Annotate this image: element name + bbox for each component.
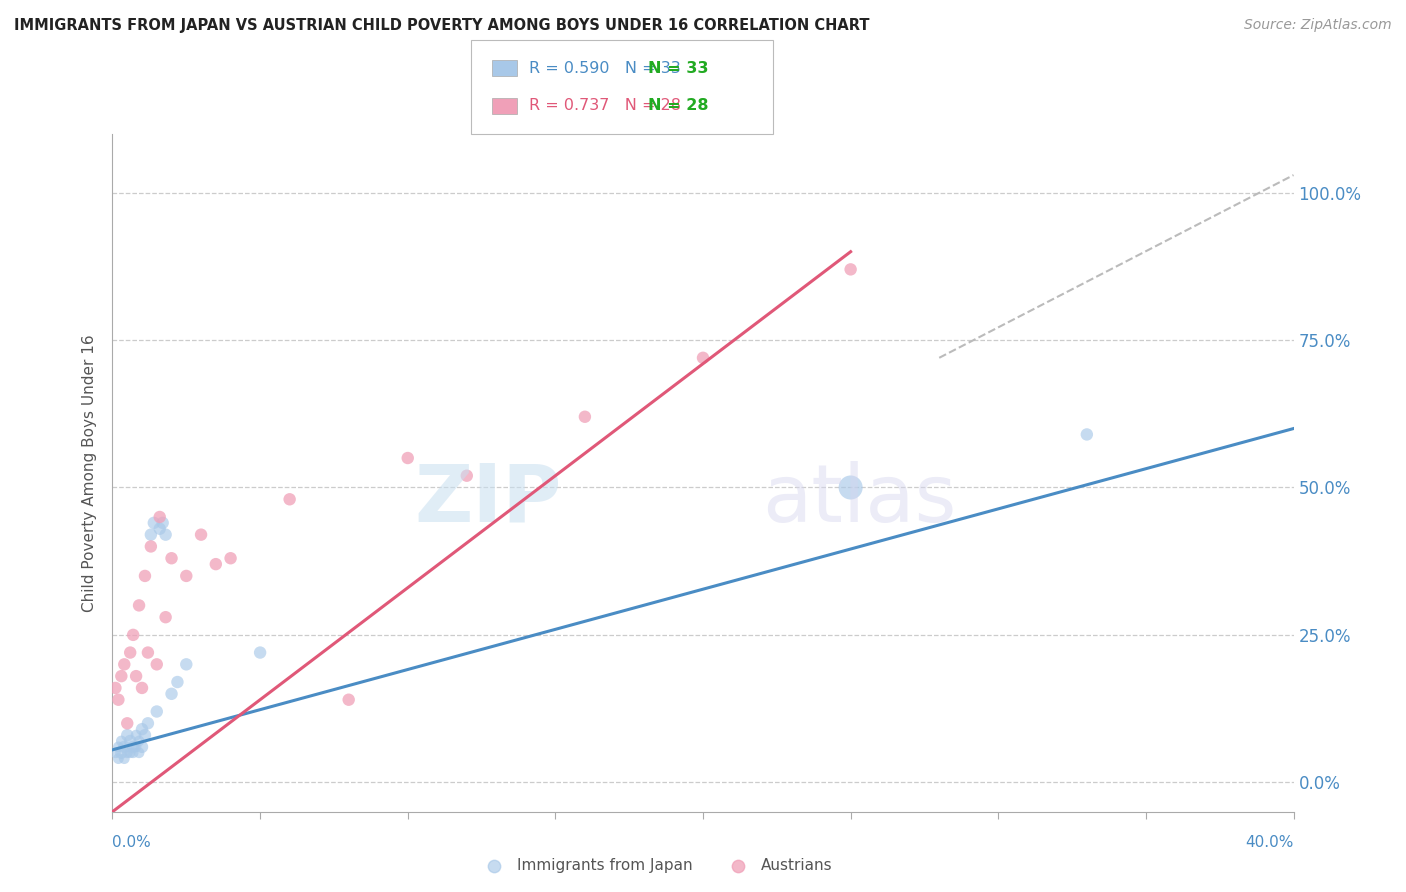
- Point: [112, 739, 135, 754]
- Point: [112, 752, 135, 766]
- Point: [110, 669, 132, 683]
- Text: atlas: atlas: [762, 461, 956, 539]
- Point: [120, 746, 142, 760]
- Point: [120, 646, 142, 660]
- Point: [1076, 427, 1098, 442]
- Point: [117, 716, 138, 731]
- Point: [134, 569, 156, 583]
- Point: [146, 657, 169, 672]
- Point: [131, 722, 153, 736]
- Point: [125, 739, 148, 754]
- Point: [174, 657, 197, 672]
- Point: [112, 657, 135, 672]
- Point: [278, 492, 301, 507]
- Text: N = 28: N = 28: [648, 98, 709, 113]
- Point: [122, 628, 145, 642]
- Point: [155, 610, 177, 624]
- Point: [205, 557, 228, 571]
- Point: [155, 527, 177, 541]
- Point: [456, 468, 478, 483]
- Y-axis label: Child Poverty Among Boys Under 16: Child Poverty Among Boys Under 16: [82, 334, 97, 612]
- Point: [134, 728, 156, 742]
- Point: [160, 687, 183, 701]
- Point: [146, 705, 169, 719]
- Text: Source: ZipAtlas.com: Source: ZipAtlas.com: [1244, 18, 1392, 32]
- Text: R = 0.737   N = 28: R = 0.737 N = 28: [529, 98, 681, 113]
- Point: [142, 516, 165, 530]
- Point: [174, 569, 197, 583]
- Text: ZIP: ZIP: [413, 461, 561, 539]
- Point: [117, 746, 138, 760]
- Point: [104, 746, 127, 760]
- Text: R = 0.590   N = 33: R = 0.590 N = 33: [529, 61, 681, 76]
- Point: [104, 681, 127, 695]
- Point: [117, 728, 138, 742]
- Point: [574, 409, 596, 424]
- Point: [139, 540, 162, 554]
- Point: [128, 746, 150, 760]
- Point: [131, 739, 153, 754]
- Point: [136, 646, 159, 660]
- Point: [107, 739, 129, 754]
- Point: [128, 599, 150, 613]
- Point: [396, 450, 419, 465]
- Point: [152, 516, 174, 530]
- Point: [131, 681, 153, 695]
- Point: [125, 669, 148, 683]
- Text: N = 33: N = 33: [648, 61, 709, 76]
- Text: IMMIGRANTS FROM JAPAN VS AUSTRIAN CHILD POVERTY AMONG BOYS UNDER 16 CORRELATION : IMMIGRANTS FROM JAPAN VS AUSTRIAN CHILD …: [14, 18, 869, 33]
- Text: 40.0%: 40.0%: [1246, 836, 1294, 850]
- Point: [692, 351, 714, 365]
- Point: [107, 692, 129, 706]
- Point: [160, 551, 183, 566]
- Point: [110, 734, 132, 748]
- Point: [166, 675, 188, 690]
- Point: [219, 551, 242, 566]
- Point: [107, 752, 129, 766]
- Point: [136, 716, 159, 731]
- Point: [839, 262, 862, 277]
- Point: [110, 746, 132, 760]
- Point: [337, 692, 360, 706]
- Point: [139, 527, 162, 541]
- Point: [149, 522, 172, 536]
- Point: [122, 739, 145, 754]
- Point: [128, 734, 150, 748]
- Text: 0.0%: 0.0%: [112, 836, 152, 850]
- Point: [839, 481, 862, 495]
- Point: [149, 510, 172, 524]
- Point: [122, 746, 145, 760]
- Point: [249, 646, 271, 660]
- Point: [190, 527, 212, 541]
- Legend: Immigrants from Japan, Austrians: Immigrants from Japan, Austrians: [472, 852, 839, 879]
- Point: [125, 728, 148, 742]
- Point: [120, 734, 142, 748]
